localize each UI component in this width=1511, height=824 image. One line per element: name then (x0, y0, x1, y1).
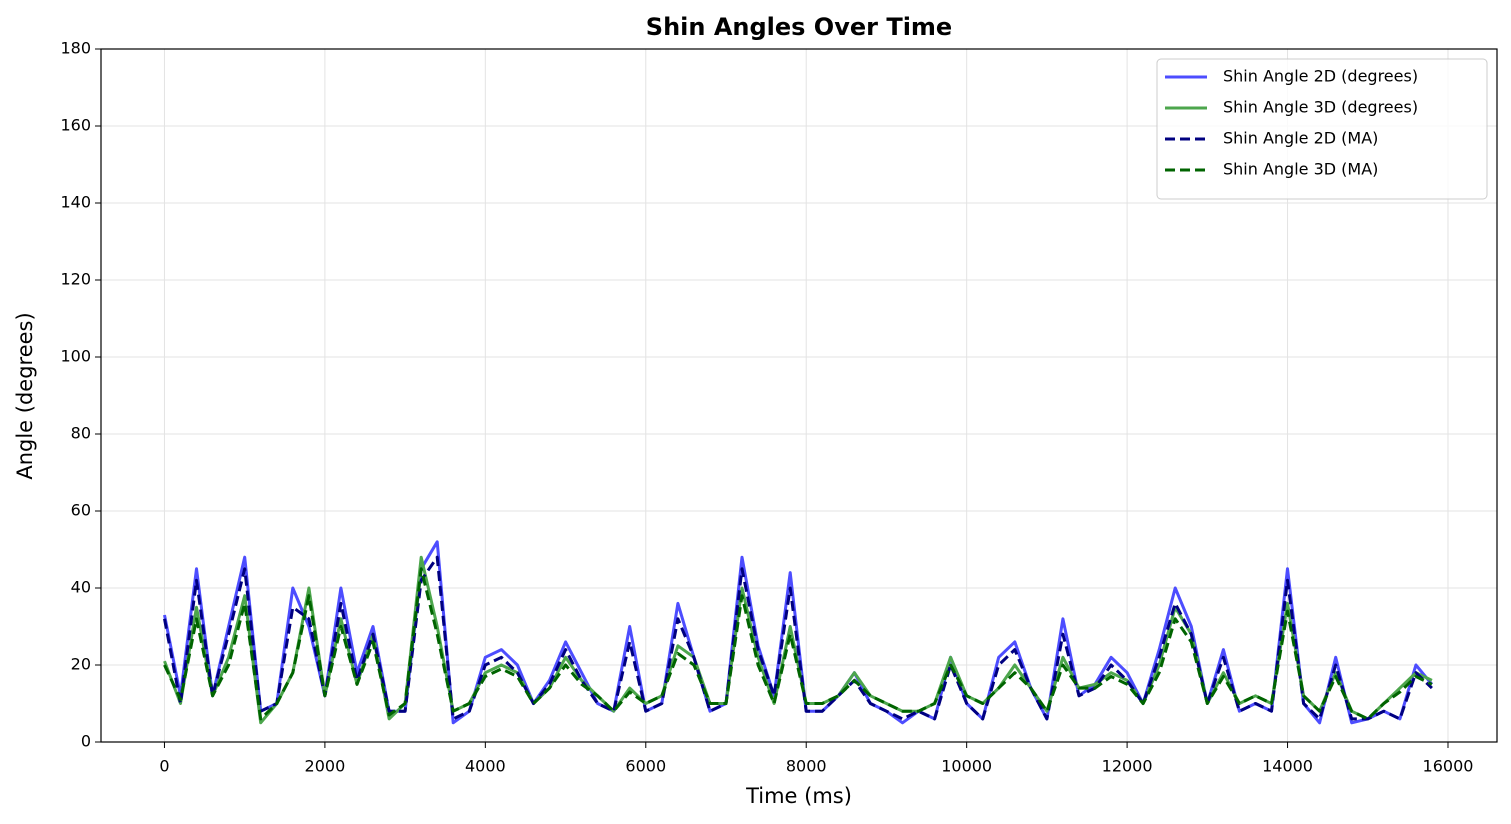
x-tick-label: 16000 (1423, 757, 1474, 776)
x-tick-label: 0 (159, 757, 169, 776)
series-line (163, 540, 1434, 725)
y-tick-label: 80 (71, 424, 91, 443)
y-tick-label: 60 (71, 501, 91, 520)
y-tick-label: 180 (60, 39, 91, 58)
legend-box (1156, 58, 1488, 200)
series-line (163, 555, 1433, 721)
series-line (163, 567, 1433, 721)
x-axis-label: Time (ms) (745, 784, 852, 808)
legend-label: Shin Angle 2D (degrees) (1223, 67, 1418, 86)
legend-label: Shin Angle 3D (MA) (1223, 160, 1378, 179)
chart-title: Shin Angles Over Time (646, 13, 952, 41)
y-tick-label: 0 (81, 732, 91, 751)
x-tick-label: 2000 (305, 757, 346, 776)
legend-label: Shin Angle 2D (MA) (1223, 129, 1378, 148)
x-tick-label: 12000 (1102, 757, 1153, 776)
x-tick-label: 4000 (465, 757, 506, 776)
plot-frame (100, 48, 1498, 743)
legend: Shin Angle 2D (degrees) Shin Angle 3D (de… (1156, 58, 1488, 200)
y-tick-label: 20 (71, 655, 91, 674)
y-tick-label: 140 (60, 193, 91, 212)
y-axis-label: Angle (degrees) (13, 312, 37, 479)
x-tick-label: 14000 (1262, 757, 1313, 776)
y-tick-label: 100 (60, 347, 91, 366)
x-tick-label: 10000 (941, 757, 992, 776)
x-tick-label: 6000 (625, 757, 666, 776)
legend-label: Shin Angle 3D (degrees) (1223, 98, 1418, 117)
y-tick-label: 120 (60, 270, 91, 289)
y-tick-label: 40 (71, 578, 91, 597)
x-tick-label: 8000 (786, 757, 827, 776)
y-tick-label: 160 (60, 116, 91, 135)
